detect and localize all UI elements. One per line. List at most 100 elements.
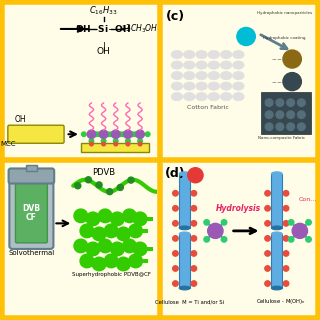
Circle shape	[92, 257, 106, 271]
Circle shape	[121, 132, 126, 137]
Ellipse shape	[171, 61, 183, 69]
Bar	[134, 214, 142, 218]
Bar	[122, 247, 130, 251]
Circle shape	[283, 191, 289, 196]
Circle shape	[204, 237, 209, 242]
Circle shape	[298, 123, 305, 131]
Circle shape	[110, 212, 124, 226]
Circle shape	[265, 206, 270, 211]
FancyBboxPatch shape	[9, 168, 54, 183]
Circle shape	[102, 212, 111, 222]
Circle shape	[128, 177, 134, 183]
Circle shape	[114, 215, 124, 225]
Text: PDVB: PDVB	[92, 168, 115, 177]
Ellipse shape	[233, 71, 244, 80]
Bar	[110, 244, 118, 248]
Ellipse shape	[208, 82, 220, 90]
Circle shape	[92, 227, 106, 241]
Circle shape	[90, 142, 93, 146]
Circle shape	[94, 132, 98, 137]
Bar	[128, 232, 136, 236]
Circle shape	[283, 221, 289, 226]
Text: Cotton Fabric: Cotton Fabric	[187, 105, 228, 110]
Text: M: M	[296, 226, 304, 236]
Text: Nano-composite Fabric: Nano-composite Fabric	[258, 136, 305, 140]
Bar	[26, 165, 37, 171]
Circle shape	[191, 266, 196, 271]
Circle shape	[191, 236, 196, 241]
Circle shape	[114, 142, 117, 146]
Circle shape	[110, 242, 124, 256]
Circle shape	[173, 251, 178, 256]
Bar	[104, 262, 112, 266]
Circle shape	[138, 142, 142, 146]
Circle shape	[80, 224, 94, 238]
Ellipse shape	[220, 71, 232, 80]
Bar	[145, 247, 153, 251]
Ellipse shape	[183, 61, 195, 69]
Circle shape	[101, 139, 106, 143]
Text: Cellulose - M(OH)$_n$: Cellulose - M(OH)$_n$	[256, 297, 306, 306]
Text: Con...: Con...	[298, 197, 317, 202]
Circle shape	[287, 111, 294, 118]
Circle shape	[136, 130, 144, 139]
Circle shape	[191, 191, 196, 196]
Text: OH: OH	[190, 173, 201, 178]
Circle shape	[117, 184, 124, 190]
Circle shape	[116, 227, 130, 241]
Circle shape	[118, 132, 123, 137]
Circle shape	[108, 228, 117, 237]
Ellipse shape	[179, 226, 190, 230]
Ellipse shape	[271, 232, 282, 236]
Circle shape	[191, 251, 196, 256]
FancyBboxPatch shape	[261, 92, 311, 134]
Circle shape	[276, 99, 284, 107]
Ellipse shape	[171, 82, 183, 90]
Text: $+ 3CH_3OH$: $+ 3CH_3OH$	[119, 23, 158, 35]
Circle shape	[287, 123, 294, 131]
Bar	[98, 247, 106, 251]
Text: (c): (c)	[166, 11, 185, 23]
Circle shape	[75, 183, 81, 189]
Circle shape	[265, 111, 273, 118]
Circle shape	[265, 221, 270, 226]
Circle shape	[283, 73, 301, 91]
Ellipse shape	[233, 92, 244, 101]
Circle shape	[283, 266, 289, 271]
Circle shape	[85, 177, 92, 183]
Circle shape	[145, 132, 150, 137]
Circle shape	[114, 245, 124, 255]
Circle shape	[99, 130, 108, 139]
Circle shape	[102, 243, 111, 252]
Ellipse shape	[179, 286, 190, 290]
Circle shape	[106, 132, 110, 137]
Ellipse shape	[220, 50, 232, 59]
Circle shape	[108, 258, 117, 267]
Circle shape	[298, 99, 305, 107]
Ellipse shape	[183, 92, 195, 101]
Circle shape	[98, 239, 112, 253]
Text: Hydrophobic coating: Hydrophobic coating	[263, 36, 306, 41]
Ellipse shape	[271, 172, 282, 176]
FancyBboxPatch shape	[81, 143, 149, 152]
Ellipse shape	[196, 92, 207, 101]
Circle shape	[173, 281, 178, 286]
Ellipse shape	[220, 82, 232, 90]
Circle shape	[287, 99, 294, 107]
Circle shape	[265, 99, 273, 107]
Bar	[140, 259, 148, 263]
Bar	[104, 232, 112, 236]
Bar	[98, 217, 106, 221]
Circle shape	[129, 224, 142, 238]
Text: CF: CF	[26, 213, 37, 222]
Circle shape	[191, 206, 196, 211]
Ellipse shape	[171, 92, 183, 101]
Text: $C_{16}H_{33}$: $C_{16}H_{33}$	[89, 5, 118, 17]
Text: OH$-$Si$-$OH: OH$-$Si$-$OH	[76, 23, 132, 35]
Circle shape	[123, 239, 136, 253]
Circle shape	[97, 132, 101, 137]
Circle shape	[265, 236, 270, 241]
Bar	[271, 174, 282, 228]
Circle shape	[107, 188, 113, 195]
Text: OH: OH	[97, 47, 110, 56]
